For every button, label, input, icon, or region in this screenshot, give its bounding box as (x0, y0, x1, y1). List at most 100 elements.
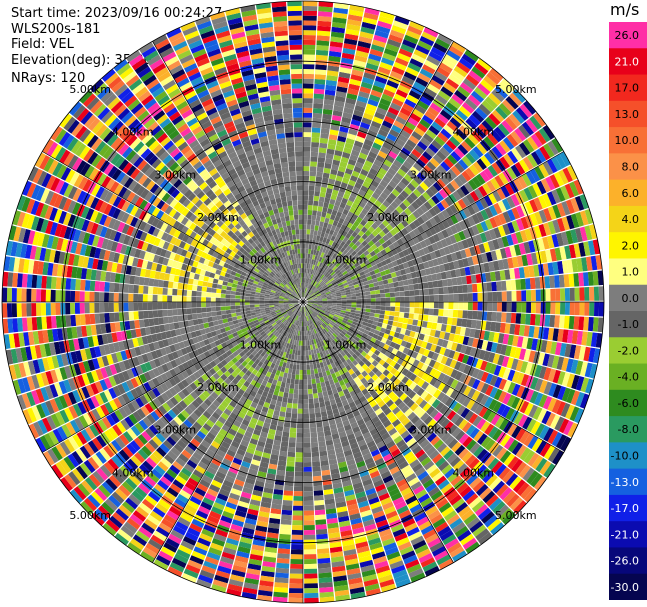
velocity-cell (258, 466, 268, 473)
velocity-cell (55, 461, 68, 477)
velocity-cell (433, 308, 439, 316)
velocity-cell (409, 402, 419, 412)
velocity-cell (123, 359, 131, 370)
velocity-cell (89, 302, 95, 314)
velocity-cell (374, 339, 381, 346)
velocity-cell (306, 305, 311, 309)
velocity-cell (472, 302, 478, 311)
velocity-cell (397, 373, 406, 381)
velocity-cell (94, 302, 100, 313)
velocity-cell (360, 411, 369, 419)
velocity-cell (85, 384, 95, 397)
velocity-cell (2, 303, 8, 318)
velocity-cell (112, 471, 125, 484)
velocity-cell (530, 377, 539, 390)
velocity-cell (314, 407, 321, 413)
velocity-cell (525, 375, 534, 388)
velocity-cell (358, 366, 365, 374)
velocity-cell (348, 401, 356, 409)
velocity-cell (463, 513, 478, 526)
velocity-cell (371, 551, 386, 560)
velocity-cell (325, 508, 337, 515)
velocity-cell (314, 402, 320, 409)
velocity-cell (215, 297, 221, 302)
velocity-cell (389, 375, 398, 383)
velocity-cell (279, 386, 285, 393)
velocity-cell (215, 396, 224, 404)
velocity-cell (346, 302, 352, 305)
velocity-cell (137, 302, 143, 311)
velocity-cell (287, 322, 291, 328)
velocity-cell (68, 364, 77, 377)
velocity-cell (254, 530, 267, 537)
velocity-cell (220, 515, 233, 524)
velocity-cell (413, 406, 423, 415)
velocity-cell (393, 316, 399, 322)
velocity-cell (226, 588, 242, 597)
velocity-cell (296, 330, 299, 336)
velocity-cell (450, 475, 463, 487)
velocity-cell (280, 519, 292, 525)
velocity-cell (232, 564, 247, 573)
velocity-cell (337, 456, 346, 464)
velocity-cell (500, 434, 511, 447)
velocity-cell (533, 476, 547, 491)
velocity-cell (73, 486, 87, 501)
velocity-cell (268, 317, 274, 322)
velocity-cell (423, 334, 430, 342)
velocity-cell (13, 363, 22, 379)
velocity-cell (335, 329, 341, 335)
velocity-cell (377, 400, 386, 408)
velocity-cell (414, 302, 420, 308)
velocity-cell (357, 465, 368, 473)
velocity-cell (462, 489, 476, 502)
velocity-cell (126, 390, 135, 402)
velocity-cell (254, 306, 260, 310)
velocity-cell (547, 429, 559, 445)
velocity-cell (232, 350, 239, 357)
velocity-cell (196, 302, 202, 308)
velocity-cell (276, 469, 286, 476)
velocity-cell (292, 515, 303, 521)
velocity-cell (463, 302, 469, 310)
velocity-cell (295, 320, 298, 326)
velocity-cell (65, 315, 72, 327)
velocity-cell (538, 394, 548, 408)
velocity-cell (528, 350, 536, 363)
velocity-cell (368, 537, 381, 546)
velocity-cell (267, 527, 280, 534)
velocity-cell (238, 541, 252, 549)
velocity-cell (31, 405, 42, 421)
velocity-cell (126, 458, 139, 471)
velocity-cell (295, 335, 298, 341)
velocity-cell (18, 362, 27, 378)
velocity-cell (246, 568, 261, 576)
velocity-cell (164, 389, 174, 399)
velocity-cell (173, 393, 183, 403)
velocity-cell (366, 492, 378, 501)
velocity-cell (350, 323, 357, 329)
velocity-cell (454, 525, 469, 538)
velocity-cell (262, 339, 268, 346)
velocity-cell (152, 506, 166, 518)
velocity-cell (196, 335, 204, 342)
velocity-cell (330, 320, 336, 325)
velocity-cell (121, 481, 135, 494)
velocity-cell (171, 557, 187, 569)
velocity-cell (370, 449, 381, 457)
velocity-cell (275, 332, 281, 338)
velocity-cell (286, 327, 290, 333)
velocity-cell (344, 333, 351, 339)
velocity-cell (566, 389, 576, 404)
velocity-cell (318, 397, 325, 403)
velocity-cell (358, 555, 373, 563)
velocity-cell (230, 440, 240, 449)
velocity-cell (327, 348, 333, 354)
velocity-cell (160, 392, 170, 402)
velocity-cell (248, 321, 255, 326)
velocity-cell (530, 302, 536, 314)
velocity-cell (167, 450, 178, 461)
velocity-cell (368, 316, 375, 321)
velocity-cell (294, 354, 298, 360)
velocity-cell (59, 459, 72, 474)
